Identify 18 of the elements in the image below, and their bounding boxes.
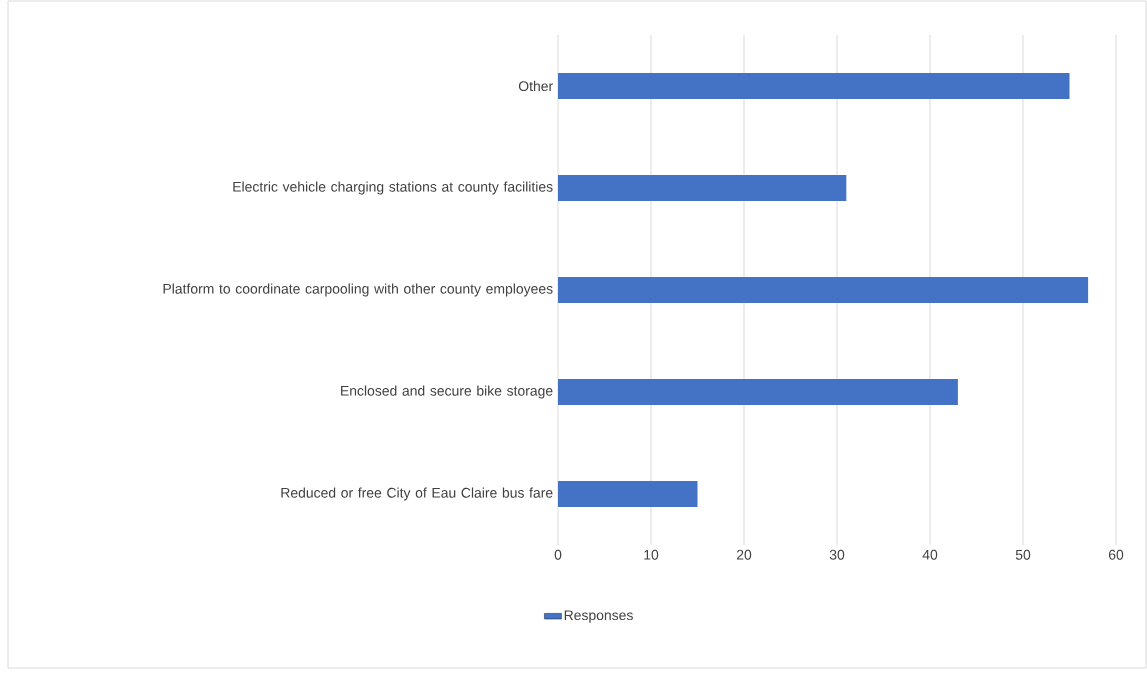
x-tick-label: 0 [554,549,562,560]
y-tick-label: Other [518,80,553,92]
x-tick-label: 50 [1015,549,1031,560]
x-tick-label: 30 [829,549,845,560]
x-tick-label: 10 [644,549,659,560]
x-tick-label: 20 [736,549,752,560]
bar [558,378,958,405]
x-tick-label: 60 [1108,549,1124,560]
x-tick-label: 40 [922,549,938,560]
bar [558,480,698,507]
bar [558,174,847,201]
y-tick-label: Electric vehicle charging stations at county facilities [233,181,553,195]
y-tick-label: Reduced or free City of Eau Claire bus fare [281,487,553,501]
bar [558,276,1089,303]
y-tick-label: Enclosed and secure bike storage [341,385,553,399]
legend-label: Responses [564,610,633,623]
y-tick-label: Platform to coordinate carpooling with other county employees [163,283,553,297]
bar [558,72,1070,99]
